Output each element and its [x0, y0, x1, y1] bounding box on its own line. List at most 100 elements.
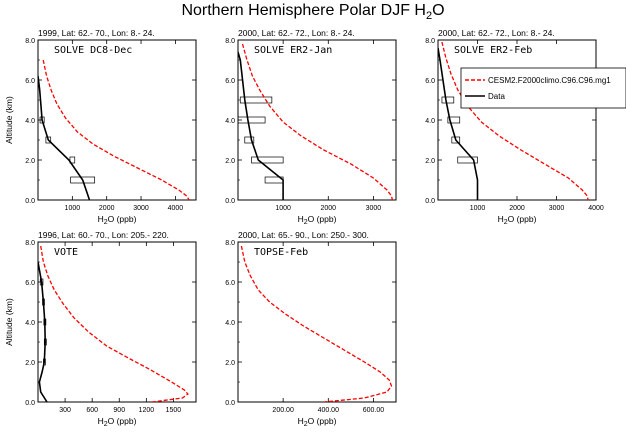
x-axis-label: H2O (ppb) — [498, 214, 537, 226]
y-tick-label: 2.0 — [25, 158, 35, 165]
x-tick-label: 3000 — [366, 205, 382, 212]
x-axis-label: H2O (ppb) — [298, 416, 337, 428]
x-axis-label-part: O (ppb) — [308, 416, 337, 426]
plot-area — [238, 43, 394, 200]
x-axis-label-part: O (ppb) — [108, 416, 137, 426]
x-axis-label-subscript: 2 — [304, 421, 308, 428]
y-tick-label: 6.0 — [225, 78, 235, 85]
chart-panel-2: 2000, Lat: 62.- 72., Lon: 8.- 24. 0.0 2.0 4… — [225, 28, 397, 226]
x-tick-label: 900 — [113, 407, 125, 414]
x-axis-label-part: H — [298, 214, 304, 224]
legend-box — [460, 67, 626, 109]
y-tick-label: 2.0 — [425, 158, 435, 165]
x-tick-label: 1200 — [139, 407, 155, 414]
y-tick-label: 4.0 — [25, 320, 35, 327]
chart-panel-5: 2000, Lat: 65.- 90., Lon: 250.- 300. 0.0 2… — [225, 230, 397, 428]
legend-label: CESM2.F2000climo.C96.C96.mg1 — [488, 76, 611, 85]
panel-header: 1996, Lat: 60.- 70., Lon: 205.- 220. — [38, 230, 169, 240]
model-line — [441, 41, 589, 200]
data-range-box — [238, 116, 266, 124]
plot-frame — [37, 241, 197, 403]
inset-title: TOPSE-Feb — [254, 247, 308, 258]
x-axis-label: H2O (ppb) — [98, 416, 137, 428]
x-tick-label: 1000 — [275, 205, 291, 212]
y-tick-label: 0.0 — [425, 198, 435, 205]
plot-area — [438, 41, 589, 200]
figure-title: Northern Hemisphere Polar DJF H2O — [0, 2, 626, 22]
y-tick-label: 6.0 — [225, 280, 235, 287]
x-axis-label-part: O (ppb) — [308, 214, 337, 224]
x-axis-label-subscript: 2 — [304, 219, 308, 226]
x-tick-label: 300 — [59, 407, 71, 414]
x-axis-label-part: H — [298, 416, 304, 426]
y-tick-label: 6.0 — [25, 280, 35, 287]
y-tick-label: 2.0 — [225, 360, 235, 367]
legend: CESM2.F2000climo.C96.C96.mg1 Data — [460, 67, 626, 109]
y-tick-label: 4.0 — [225, 320, 235, 327]
inset-title: SOLVE ER2-Jan — [254, 45, 332, 56]
y-tick-label: 8.0 — [225, 240, 235, 247]
panel-header: 2000, Lat: 62.- 72., Lon: 8.- 24. — [238, 28, 355, 38]
y-tick-label: 4.0 — [425, 118, 435, 125]
data-line — [438, 47, 479, 200]
inset-title: VOTE — [54, 247, 78, 258]
x-tick-label: 4000 — [168, 205, 184, 212]
x-tick-label: 1500 — [166, 407, 182, 414]
model-line — [42, 59, 190, 200]
chart-panel-4: 1996, Lat: 60.- 70., Lon: 205.- 220. 0.0 2… — [4, 230, 197, 428]
data-range-box — [447, 116, 461, 124]
y-tick-label: 6.0 — [425, 78, 435, 85]
y-tick-label: 0.0 — [25, 198, 35, 205]
chart-panel-3: 2000, Lat: 62.- 72., Lon: 8.- 24. 0.0 2.0 4… — [425, 28, 604, 226]
y-tick-label: 0.0 — [25, 400, 35, 407]
plot-frame — [237, 39, 397, 201]
y-tick-label: 0.0 — [225, 400, 235, 407]
y-tick-label: 8.0 — [225, 38, 235, 45]
x-axis-label: H2O (ppb) — [298, 214, 337, 226]
x-tick-label: 2000 — [99, 205, 115, 212]
y-tick-label: 4.0 — [225, 118, 235, 125]
figure-title-subscript: 2 — [425, 10, 433, 23]
y-tick-label: 0.0 — [225, 198, 235, 205]
x-tick-label: 2000 — [509, 205, 525, 212]
x-axis-label-part: H — [98, 416, 104, 426]
x-tick-label: 1000 — [470, 205, 486, 212]
y-tick-label: 2.0 — [225, 158, 235, 165]
data-line — [38, 261, 48, 402]
x-tick-label: 200.00 — [272, 407, 294, 414]
y-tick-label: 4.0 — [25, 118, 35, 125]
inset-title: SOLVE ER2-Feb — [454, 45, 532, 56]
plot-frame — [37, 39, 197, 201]
y-tick-label: 2.0 — [25, 360, 35, 367]
x-tick-label: 3000 — [133, 205, 149, 212]
x-tick-label: 600.00 — [363, 407, 385, 414]
y-tick-label: 6.0 — [25, 78, 35, 85]
panel-header: 1999, Lat: 62.- 70., Lon: 8.- 24. — [38, 28, 155, 38]
inset-title: SOLVE DC8-Dec — [54, 45, 132, 56]
data-range-box — [70, 176, 96, 184]
data-range-box — [244, 136, 255, 144]
x-tick-label: 600 — [86, 407, 98, 414]
data-line — [238, 51, 284, 200]
x-tick-label: 1000 — [65, 205, 81, 212]
x-axis-label-part: O (ppb) — [508, 214, 537, 224]
data-range-box — [457, 156, 478, 164]
chart-panel-1: 1999, Lat: 62.- 70., Lon: 8.- 24. 0.0 2.0 4… — [4, 28, 197, 226]
x-axis-label-part: H — [98, 214, 104, 224]
data-range-box — [239, 96, 273, 104]
plot-area — [38, 245, 189, 402]
x-axis-label: H2O (ppb) — [98, 214, 137, 226]
model-line — [240, 245, 393, 402]
x-tick-label: 3000 — [549, 205, 565, 212]
x-tick-label: 2000 — [320, 205, 336, 212]
data-range-box — [441, 96, 455, 104]
model-line — [40, 245, 189, 402]
figure-title-text: Northern Hemisphere Polar DJF H — [181, 2, 426, 19]
x-axis-label-subscript: 2 — [504, 219, 508, 226]
x-axis-label-subscript: 2 — [104, 219, 108, 226]
data-range-box — [69, 156, 76, 164]
x-axis-label-subscript: 2 — [104, 421, 108, 428]
panel-header: 2000, Lat: 65.- 90., Lon: 250.- 300. — [238, 230, 369, 240]
data-line — [38, 75, 91, 200]
y-tick-label: 8.0 — [25, 38, 35, 45]
